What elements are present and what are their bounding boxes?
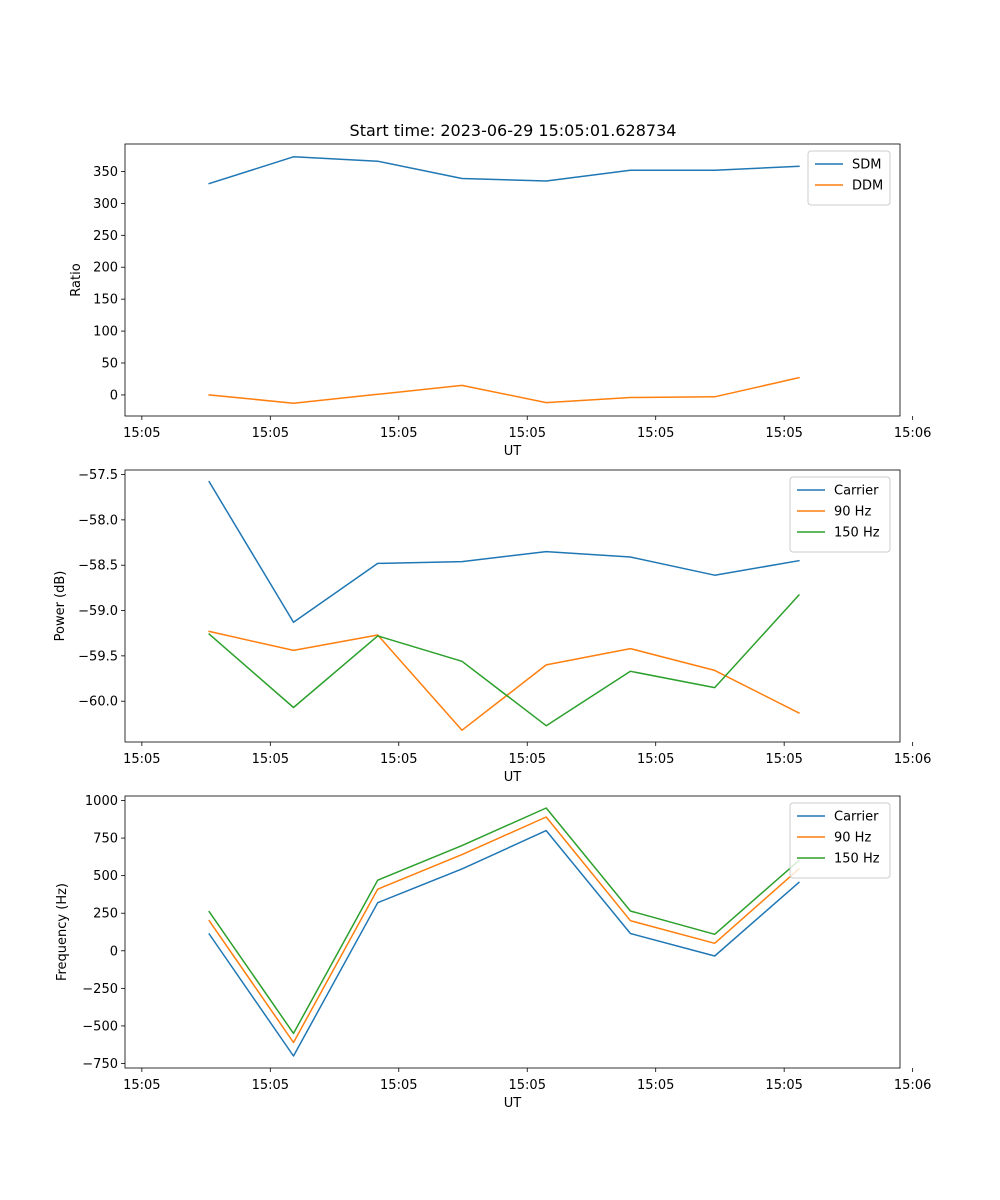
y-tick-label: −60.0	[78, 695, 118, 710]
x-tick-label: 15:05	[252, 426, 289, 441]
x-tick-label: 15:05	[637, 426, 674, 441]
y-tick-label: 0	[110, 944, 118, 959]
y-tick-label: 500	[93, 869, 118, 884]
y-tick-label: 1000	[85, 794, 118, 809]
x-axis-label: UT	[504, 444, 522, 459]
power-panel: −57.5 −58.0 −58.5 −59.0 −59.5 −60.0 15:05 15:05…	[53, 468, 931, 785]
plot-frame	[124, 143, 901, 417]
y-axis-label: Ratio	[69, 263, 84, 296]
y-tick-label: 350	[93, 165, 118, 180]
y-tick-label: 750	[93, 832, 118, 847]
x-tick-label: 15:06	[894, 426, 931, 441]
y-tick-label: −58.5	[78, 559, 118, 574]
y-tick-label: 300	[93, 197, 118, 212]
x-tick-label: 15:06	[894, 752, 931, 767]
y-tick-label: 0	[110, 388, 118, 403]
y-tick-label: 150	[93, 293, 118, 308]
x-tick-label: 15:05	[765, 426, 802, 441]
x-tick-label: 15:05	[637, 1078, 674, 1093]
x-tick-label: 15:05	[637, 752, 674, 767]
x-tick-label: 15:05	[509, 426, 546, 441]
y-tick-label: 50	[101, 357, 118, 372]
x-axis-label: UT	[504, 770, 522, 785]
y-tick-label: 250	[93, 907, 118, 922]
legend: SDM DDM	[807, 150, 891, 206]
y-tick-label: −750	[82, 1057, 118, 1072]
series-line-90-hz	[208, 816, 800, 1044]
x-tick-label: 15:05	[123, 426, 160, 441]
legend-label: 150 Hz	[834, 852, 880, 867]
legend-label: DDM	[852, 179, 883, 194]
y-tick-label: −58.0	[78, 513, 118, 528]
y-axis-label: Frequency (Hz)	[55, 883, 70, 981]
x-tick-label: 15:06	[894, 1078, 931, 1093]
legend-box	[789, 802, 891, 879]
legend-label: SDM	[852, 158, 881, 173]
legend-box	[789, 476, 891, 553]
y-tick-label: −500	[82, 1019, 118, 1034]
x-tick-label: 15:05	[252, 1078, 289, 1093]
legend-label: Carrier	[834, 810, 879, 825]
x-tick-label: 15:05	[252, 752, 289, 767]
x-tick-label: 15:05	[509, 1078, 546, 1093]
legend: Carrier 90 Hz 150 Hz	[789, 802, 891, 879]
legend-label: Carrier	[834, 484, 879, 499]
y-tick-label: −59.0	[78, 604, 118, 619]
legend-label: 150 Hz	[834, 526, 880, 541]
legend-label: 90 Hz	[834, 831, 871, 846]
ratio-panel: 0 50 100 150 200 250 300 350 15:05 15:05 15:05 15:0…	[69, 143, 931, 459]
x-tick-label: 15:05	[509, 752, 546, 767]
x-axis-label: UT	[504, 1096, 522, 1111]
x-tick-label: 15:05	[380, 752, 417, 767]
series-line-sdm	[208, 156, 800, 185]
series-line-150-hz	[208, 807, 800, 1035]
x-tick-label: 15:05	[380, 1078, 417, 1093]
y-tick-label: 200	[93, 261, 118, 276]
legend-label: 90 Hz	[834, 505, 871, 520]
frequency-panel: 1000 750 500 250 0 −250 −500 −750 15:05 15:05 15:0…	[55, 794, 931, 1111]
plot-frame	[124, 469, 901, 743]
series-line-carrier	[208, 829, 800, 1057]
y-tick-label: 100	[93, 325, 118, 340]
chart-title: Start time: 2023-06-29 15:05:01.628734	[350, 121, 677, 140]
series-line-90-hz	[208, 630, 800, 731]
x-tick-label: 15:05	[380, 426, 417, 441]
series-line-ddm	[208, 376, 800, 404]
y-tick-label: −57.5	[78, 468, 118, 483]
legend: Carrier 90 Hz 150 Hz	[789, 476, 891, 553]
y-tick-label: −59.5	[78, 649, 118, 664]
y-tick-label: −250	[82, 982, 118, 997]
plot-frame	[124, 795, 901, 1069]
x-tick-label: 15:05	[123, 1078, 160, 1093]
x-tick-label: 15:05	[765, 752, 802, 767]
x-tick-label: 15:05	[765, 1078, 802, 1093]
series-line-carrier	[208, 480, 800, 624]
series-line-150-hz	[208, 594, 800, 727]
x-tick-label: 15:05	[123, 752, 160, 767]
y-tick-label: 250	[93, 229, 118, 244]
y-axis-label: Power (dB)	[53, 571, 68, 642]
